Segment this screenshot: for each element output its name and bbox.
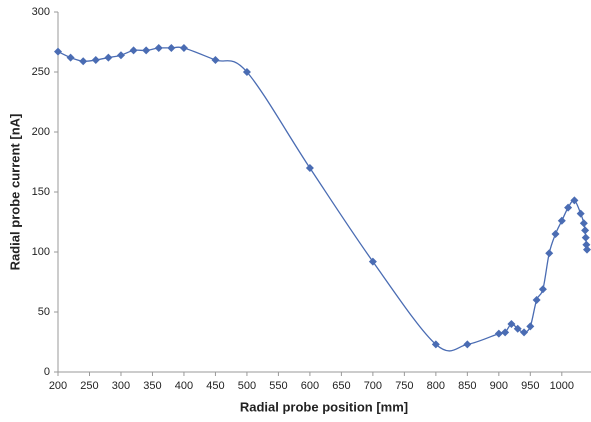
- data-point: [116, 51, 125, 60]
- y-tick-label: 200: [32, 126, 50, 138]
- data-point: [242, 68, 251, 76]
- data-point: [501, 328, 510, 337]
- data-point: [526, 322, 535, 331]
- data-point: [538, 285, 547, 294]
- data-point: [581, 226, 590, 235]
- data-point: [520, 328, 529, 337]
- x-tick-label: 400: [175, 380, 193, 392]
- x-tick-label: 700: [364, 380, 382, 392]
- data-point: [167, 44, 176, 52]
- data-point: [564, 203, 573, 212]
- y-tick-label: 250: [32, 66, 50, 78]
- y-tick-label: 100: [32, 246, 50, 258]
- y-tick-label: 300: [32, 6, 50, 18]
- y-tick-label: 0: [44, 366, 50, 378]
- data-point: [368, 257, 377, 266]
- x-tick-label: 300: [112, 380, 130, 392]
- data-point: [129, 46, 138, 55]
- data-point: [494, 329, 503, 338]
- y-axis-title: Radial probe current [nA]: [7, 114, 22, 271]
- x-tick-label: 800: [427, 380, 445, 392]
- data-point: [579, 219, 588, 228]
- x-tick-label: 350: [143, 380, 161, 392]
- data-point: [581, 233, 590, 242]
- data-point: [545, 249, 554, 258]
- data-point: [557, 216, 566, 225]
- data-point: [142, 46, 151, 55]
- x-tick-label: 950: [521, 380, 539, 392]
- data-point: [583, 245, 591, 254]
- x-tick-label: 750: [395, 380, 413, 392]
- data-point: [551, 230, 560, 238]
- data-point: [211, 56, 220, 64]
- data-point: [91, 56, 100, 64]
- data-point: [463, 340, 472, 349]
- data-point: [104, 53, 113, 62]
- x-tick-label: 450: [206, 380, 224, 392]
- data-point: [507, 320, 516, 328]
- x-tick-label: 550: [269, 380, 287, 392]
- plot-area: [54, 44, 591, 352]
- data-point: [66, 53, 75, 62]
- x-tick-label: 850: [458, 380, 476, 392]
- x-axis-title: Radial probe position [mm]: [240, 399, 408, 414]
- x-tick-label: 500: [238, 380, 256, 392]
- data-point: [431, 340, 440, 349]
- series-line: [57, 46, 588, 352]
- x-tick-label: 900: [490, 380, 508, 392]
- data-point: [582, 240, 591, 249]
- data-point: [305, 164, 314, 172]
- data-point: [54, 47, 62, 56]
- data-point: [532, 296, 541, 304]
- x-tick-label: 1000: [550, 380, 574, 392]
- x-tick-label: 600: [301, 380, 319, 392]
- data-point: [154, 44, 163, 52]
- x-tick-label: 200: [49, 380, 67, 392]
- data-point: [79, 57, 88, 66]
- x-tick-label: 250: [80, 380, 98, 392]
- y-tick-label: 50: [38, 306, 50, 318]
- x-tick-label: 650: [332, 380, 350, 392]
- data-point: [513, 324, 522, 333]
- data-point: [576, 209, 585, 218]
- data-point: [570, 196, 579, 205]
- data-point: [179, 44, 188, 52]
- y-tick-label: 150: [32, 186, 50, 198]
